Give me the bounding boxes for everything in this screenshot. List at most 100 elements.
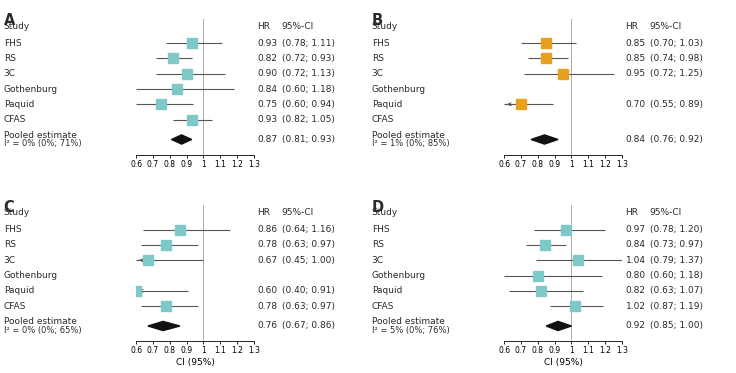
Text: RS: RS <box>4 54 15 63</box>
Text: RS: RS <box>4 241 15 250</box>
Text: (0.63; 0.97): (0.63; 0.97) <box>281 302 335 311</box>
Text: Pooled estimate: Pooled estimate <box>372 131 445 140</box>
Text: 0.60: 0.60 <box>258 286 277 295</box>
Text: Paquid: Paquid <box>372 286 402 295</box>
Text: Pooled estimate: Pooled estimate <box>4 317 77 326</box>
Text: (0.64; 1.16): (0.64; 1.16) <box>281 225 334 234</box>
Text: 0.87: 0.87 <box>258 135 277 144</box>
Text: I² = 5% (0%; 76%): I² = 5% (0%; 76%) <box>372 326 450 335</box>
Text: (0.40; 0.91): (0.40; 0.91) <box>281 286 334 295</box>
Text: (0.87; 1.19): (0.87; 1.19) <box>649 302 703 311</box>
Text: Pooled estimate: Pooled estimate <box>372 317 445 326</box>
Text: I² = 1% (0%; 85%): I² = 1% (0%; 85%) <box>372 140 449 148</box>
Text: 0.93: 0.93 <box>258 115 277 124</box>
Text: CFAS: CFAS <box>4 302 26 311</box>
Text: (0.72; 1.25): (0.72; 1.25) <box>649 69 702 78</box>
Text: 3C: 3C <box>4 256 15 265</box>
Text: 95%-CI: 95%-CI <box>281 22 314 31</box>
Text: Paquid: Paquid <box>4 100 34 109</box>
Text: CFAS: CFAS <box>372 115 394 124</box>
Text: 0.67: 0.67 <box>258 256 277 265</box>
Text: (0.63; 1.07): (0.63; 1.07) <box>649 286 703 295</box>
Text: Study: Study <box>372 22 398 31</box>
Text: HR: HR <box>258 22 271 31</box>
Text: 0.84: 0.84 <box>626 135 645 144</box>
Text: (0.60; 1.18): (0.60; 1.18) <box>649 271 703 280</box>
Text: Pooled estimate: Pooled estimate <box>4 131 77 140</box>
Text: Study: Study <box>4 22 30 31</box>
Polygon shape <box>148 322 180 330</box>
Text: 0.75: 0.75 <box>258 100 277 109</box>
Text: B: B <box>372 13 383 28</box>
Text: 95%-CI: 95%-CI <box>281 208 314 217</box>
Text: I² = 0% (0%; 71%): I² = 0% (0%; 71%) <box>4 140 81 148</box>
Text: 0.97: 0.97 <box>626 225 645 234</box>
Text: 0.86: 0.86 <box>258 225 277 234</box>
Text: (0.73; 0.97): (0.73; 0.97) <box>649 241 703 250</box>
Text: C: C <box>4 200 15 214</box>
Text: 0.84: 0.84 <box>258 85 277 94</box>
Text: FHS: FHS <box>372 39 389 48</box>
Text: Paquid: Paquid <box>4 286 34 295</box>
Text: 3C: 3C <box>4 69 15 78</box>
Text: 0.80: 0.80 <box>626 271 645 280</box>
Text: 0.82: 0.82 <box>258 54 277 63</box>
Text: 0.76: 0.76 <box>258 322 277 330</box>
Text: 0.70: 0.70 <box>626 100 645 109</box>
Text: HR: HR <box>626 208 639 217</box>
Polygon shape <box>546 322 571 330</box>
Text: FHS: FHS <box>4 39 21 48</box>
Text: 0.90: 0.90 <box>258 69 277 78</box>
Text: (0.82; 1.05): (0.82; 1.05) <box>281 115 334 124</box>
Text: FHS: FHS <box>4 225 21 234</box>
Polygon shape <box>171 135 191 144</box>
Text: (0.70; 1.03): (0.70; 1.03) <box>649 39 703 48</box>
Text: 95%-CI: 95%-CI <box>649 208 682 217</box>
Text: 0.85: 0.85 <box>626 39 645 48</box>
Text: (0.72; 1.13): (0.72; 1.13) <box>281 69 334 78</box>
Text: CFAS: CFAS <box>372 302 394 311</box>
Text: Study: Study <box>4 208 30 217</box>
Text: (0.81; 0.93): (0.81; 0.93) <box>281 135 335 144</box>
Text: 0.85: 0.85 <box>626 54 645 63</box>
Text: 3C: 3C <box>372 69 383 78</box>
Text: (0.76; 0.92): (0.76; 0.92) <box>649 135 702 144</box>
Text: (0.85; 1.00): (0.85; 1.00) <box>649 322 703 330</box>
Text: Gothenburg: Gothenburg <box>372 271 426 280</box>
Text: (0.45; 1.00): (0.45; 1.00) <box>281 256 334 265</box>
Text: (0.67; 0.86): (0.67; 0.86) <box>281 322 335 330</box>
Text: (0.74; 0.98): (0.74; 0.98) <box>649 54 702 63</box>
Text: Gothenburg: Gothenburg <box>4 271 58 280</box>
Text: HR: HR <box>258 208 271 217</box>
Text: Study: Study <box>372 208 398 217</box>
X-axis label: CI (95%): CI (95%) <box>176 358 214 367</box>
Text: 0.78: 0.78 <box>258 241 277 250</box>
Text: (0.63; 0.97): (0.63; 0.97) <box>281 241 335 250</box>
Text: 0.78: 0.78 <box>258 302 277 311</box>
X-axis label: CI (95%): CI (95%) <box>544 358 582 367</box>
Text: Gothenburg: Gothenburg <box>4 85 58 94</box>
Text: Gothenburg: Gothenburg <box>372 85 426 94</box>
Text: D: D <box>372 200 383 214</box>
Text: 3C: 3C <box>372 256 383 265</box>
Text: 0.82: 0.82 <box>626 286 645 295</box>
Text: HR: HR <box>626 22 639 31</box>
Text: (0.79; 1.37): (0.79; 1.37) <box>649 256 703 265</box>
Text: 0.93: 0.93 <box>258 39 277 48</box>
Text: (0.78; 1.11): (0.78; 1.11) <box>281 39 335 48</box>
Polygon shape <box>531 135 558 144</box>
Text: 1.04: 1.04 <box>626 256 645 265</box>
Text: A: A <box>4 13 15 28</box>
Text: (0.60; 0.94): (0.60; 0.94) <box>281 100 334 109</box>
Text: 0.95: 0.95 <box>626 69 645 78</box>
Text: 0.84: 0.84 <box>626 241 645 250</box>
Text: RS: RS <box>372 54 383 63</box>
Text: CFAS: CFAS <box>4 115 26 124</box>
Text: RS: RS <box>372 241 383 250</box>
Text: 95%-CI: 95%-CI <box>649 22 682 31</box>
Text: (0.72; 0.93): (0.72; 0.93) <box>281 54 334 63</box>
Text: (0.55; 0.89): (0.55; 0.89) <box>649 100 703 109</box>
Text: FHS: FHS <box>372 225 389 234</box>
Text: 0.92: 0.92 <box>626 322 645 330</box>
Text: 1.02: 1.02 <box>626 302 645 311</box>
